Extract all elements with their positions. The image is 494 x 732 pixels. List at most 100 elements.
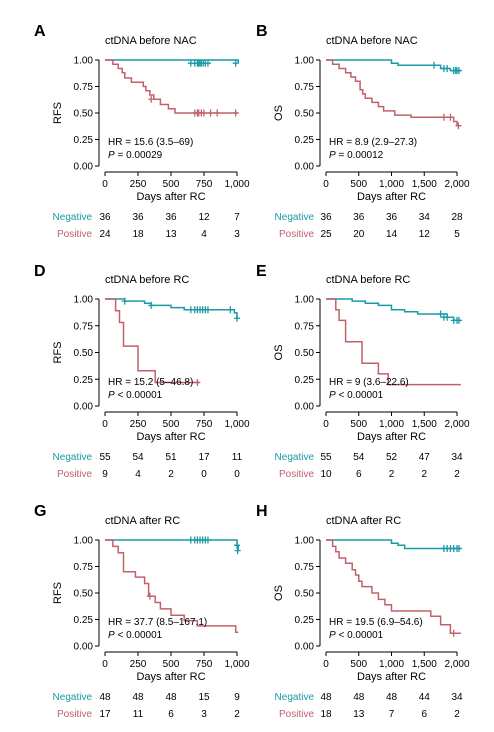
risk-count-positive: 7 xyxy=(389,709,395,720)
y-tick-label: 0.25 xyxy=(295,135,315,146)
panel-letter: B xyxy=(256,23,268,40)
y-tick-label: 0.50 xyxy=(295,589,315,600)
censor-mark-negative xyxy=(444,64,451,72)
risk-count-positive: 2 xyxy=(454,709,460,720)
censor-mark-negative xyxy=(444,313,451,321)
y-tick-label: 1.00 xyxy=(74,295,94,306)
x-tick-label: 500 xyxy=(163,659,180,670)
survival-curve-negative xyxy=(105,539,240,551)
x-tick-label: 1,000 xyxy=(224,659,249,670)
y-tick-label: 0.75 xyxy=(295,321,315,332)
risk-count-negative: 36 xyxy=(132,212,144,223)
risk-count-negative: 55 xyxy=(320,452,332,463)
censor-mark-negative xyxy=(437,310,444,318)
survival-curve-positive xyxy=(326,298,461,386)
panel-letter: D xyxy=(34,263,46,280)
panel-title: ctDNA after RC xyxy=(326,515,401,527)
x-tick-label: 1,000 xyxy=(379,659,404,670)
p-value: < 0.00001 xyxy=(115,630,163,641)
survival-curve-positive xyxy=(326,539,461,635)
risk-label-negative: Negative xyxy=(275,692,315,703)
panel-letter: H xyxy=(256,503,268,520)
risk-count-positive: 6 xyxy=(356,469,362,480)
p-value: < 0.00001 xyxy=(115,390,163,401)
p-symbol: P xyxy=(329,390,336,401)
risk-count-positive: 2 xyxy=(234,709,240,720)
hazard-ratio-text: HR = 15.6 (3.5–69) xyxy=(108,137,193,148)
hazard-ratio-text: HR = 15.2 (5–46.8) xyxy=(108,377,193,388)
risk-count-negative: 48 xyxy=(320,692,332,703)
y-tick-label: 1.00 xyxy=(295,536,315,547)
risk-label-negative: Negative xyxy=(53,452,93,463)
x-tick-label: 1,000 xyxy=(379,419,404,430)
x-tick-label: 2,000 xyxy=(444,419,469,430)
x-tick-label: 750 xyxy=(196,659,213,670)
y-axis-label: RFS xyxy=(52,342,64,364)
censor-mark-negative xyxy=(227,306,234,314)
censor-mark-negative xyxy=(455,67,462,75)
x-tick-label: 1,000 xyxy=(224,179,249,190)
risk-label-negative: Negative xyxy=(53,692,93,703)
x-tick-label: 1,000 xyxy=(379,179,404,190)
risk-count-positive: 6 xyxy=(168,709,174,720)
y-axis-label: OS xyxy=(273,105,285,121)
x-tick-label: 0 xyxy=(102,419,108,430)
hazard-ratio-text: HR = 37.7 (8.5–167.1) xyxy=(108,617,207,628)
risk-count-positive: 18 xyxy=(132,229,144,240)
x-tick-label: 2,000 xyxy=(444,179,469,190)
y-axis-label: OS xyxy=(273,345,285,361)
p-value: < 0.00001 xyxy=(336,630,384,641)
y-tick-label: 0.75 xyxy=(74,562,94,573)
x-tick-label: 0 xyxy=(323,179,329,190)
risk-count-positive: 0 xyxy=(201,469,207,480)
censor-mark-negative xyxy=(204,59,211,67)
risk-count-negative: 54 xyxy=(132,452,144,463)
censor-mark-positive xyxy=(450,629,457,637)
panel-title: ctDNA after RC xyxy=(105,515,180,527)
hazard-ratio-text: HR = 19.5 (6.9–54.6) xyxy=(329,617,423,628)
risk-count-positive: 3 xyxy=(201,709,207,720)
survival-curve-negative xyxy=(326,539,461,550)
risk-count-negative: 36 xyxy=(99,212,111,223)
risk-count-positive: 4 xyxy=(201,229,207,240)
risk-count-positive: 6 xyxy=(421,709,427,720)
p-value-text: P < 0.00001 xyxy=(329,390,384,401)
risk-label-negative: Negative xyxy=(275,212,315,223)
risk-count-negative: 48 xyxy=(353,692,365,703)
censor-mark-negative xyxy=(148,301,155,309)
y-axis-label: OS xyxy=(273,585,285,601)
y-tick-label: 1.00 xyxy=(295,295,315,306)
x-tick-label: 250 xyxy=(130,659,147,670)
risk-count-negative: 48 xyxy=(165,692,177,703)
risk-count-negative: 9 xyxy=(234,692,240,703)
y-tick-label: 1.00 xyxy=(295,56,315,67)
x-tick-label: 750 xyxy=(196,179,213,190)
panel-title: ctDNA before RC xyxy=(105,274,189,286)
x-axis-label: Days after RC xyxy=(357,191,426,203)
risk-count-negative: 36 xyxy=(165,212,177,223)
censor-mark-negative xyxy=(234,541,240,549)
x-axis-label: Days after RC xyxy=(357,671,426,683)
risk-count-negative: 48 xyxy=(132,692,144,703)
y-tick-label: 0.75 xyxy=(74,82,94,93)
risk-count-negative: 7 xyxy=(234,212,240,223)
risk-count-positive: 2 xyxy=(389,469,395,480)
x-tick-label: 250 xyxy=(130,419,147,430)
risk-count-negative: 48 xyxy=(99,692,111,703)
x-tick-label: 1,500 xyxy=(412,179,437,190)
risk-count-positive: 17 xyxy=(99,709,111,720)
risk-count-negative: 36 xyxy=(320,212,332,223)
p-symbol: P xyxy=(329,150,336,161)
risk-label-positive: Positive xyxy=(57,469,92,480)
censor-mark-negative xyxy=(455,544,462,552)
risk-label-positive: Positive xyxy=(57,229,92,240)
censor-mark-positive xyxy=(440,113,447,121)
y-tick-label: 0.75 xyxy=(295,562,315,573)
censor-mark-positive xyxy=(455,122,462,130)
x-tick-label: 0 xyxy=(102,659,108,670)
risk-count-positive: 18 xyxy=(320,709,332,720)
survival-curve-positive xyxy=(105,298,200,384)
